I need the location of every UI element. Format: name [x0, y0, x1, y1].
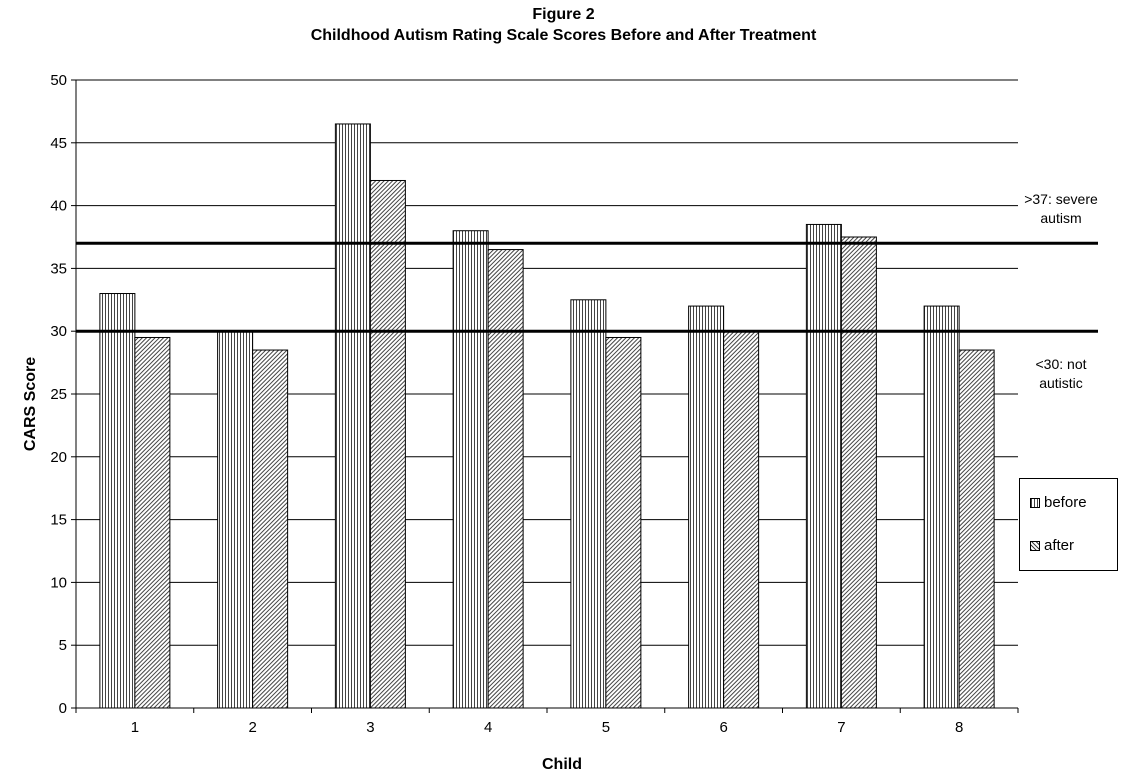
y-axis-title: CARS Score — [22, 356, 39, 452]
chart-title: Figure 2 — [532, 6, 595, 23]
y-tick-label: 20 — [50, 449, 67, 466]
legend-label-after: after — [1044, 537, 1075, 554]
legend-swatch-after — [1030, 540, 1040, 551]
bar-before — [688, 305, 725, 709]
legend-swatch-before — [1030, 497, 1040, 508]
legend-item-after: after — [1030, 537, 1074, 554]
reference-lines — [76, 241, 1098, 333]
x-tick-label: 1 — [131, 719, 139, 736]
bar-before — [570, 299, 607, 709]
not-autistic-label-line1: <30: not — [1035, 356, 1087, 372]
bar-before — [217, 330, 254, 709]
severe-autism-label-line1: >37: severe — [1024, 191, 1098, 207]
chart-subtitle: Childhood Autism Rating Scale Scores Bef… — [310, 27, 817, 44]
x-tick-label: 8 — [955, 719, 963, 736]
x-tick-label: 2 — [248, 719, 256, 736]
x-tick-label: 5 — [602, 719, 610, 736]
legend-label-before: before — [1044, 494, 1087, 511]
bar-before — [99, 293, 136, 709]
y-tick-label: 25 — [50, 386, 67, 403]
bar-after — [134, 336, 171, 709]
bar-before — [452, 230, 489, 709]
x-axis-title: Child — [542, 756, 582, 773]
bars — [99, 123, 995, 709]
legend: before after — [1019, 478, 1118, 571]
bar-after — [840, 236, 877, 709]
bar-after — [252, 349, 289, 709]
legend-item-before: before — [1030, 494, 1087, 511]
y-tick-label: 5 — [59, 637, 67, 654]
y-tick-label: 50 — [50, 72, 67, 89]
not-autistic-label-line2: autistic — [1039, 375, 1083, 391]
y-tick-label: 10 — [50, 574, 67, 591]
y-tick-label: 45 — [50, 135, 67, 152]
severe-autism-label-line2: autism — [1040, 210, 1082, 226]
y-tick-label: 40 — [50, 198, 67, 215]
x-tick-label: 7 — [837, 719, 845, 736]
severe-autism-label: >37: severe autism — [1021, 190, 1101, 228]
bar-before — [923, 305, 960, 709]
y-tick-label: 35 — [50, 260, 67, 277]
bar-after — [369, 179, 406, 709]
bar-after — [958, 349, 995, 709]
y-tick-label: 30 — [50, 323, 67, 340]
x-tick-label: 3 — [366, 719, 374, 736]
bar-after — [723, 330, 760, 709]
not-autistic-label: <30: not autistic — [1021, 355, 1101, 393]
bar-after — [487, 249, 524, 709]
y-tick-label: 0 — [59, 700, 67, 717]
bar-after — [605, 336, 642, 709]
bar-before — [805, 223, 842, 709]
x-tick-label: 6 — [719, 719, 727, 736]
bar-before — [334, 123, 371, 709]
x-tick-label: 4 — [484, 719, 492, 736]
y-tick-label: 15 — [50, 512, 67, 529]
